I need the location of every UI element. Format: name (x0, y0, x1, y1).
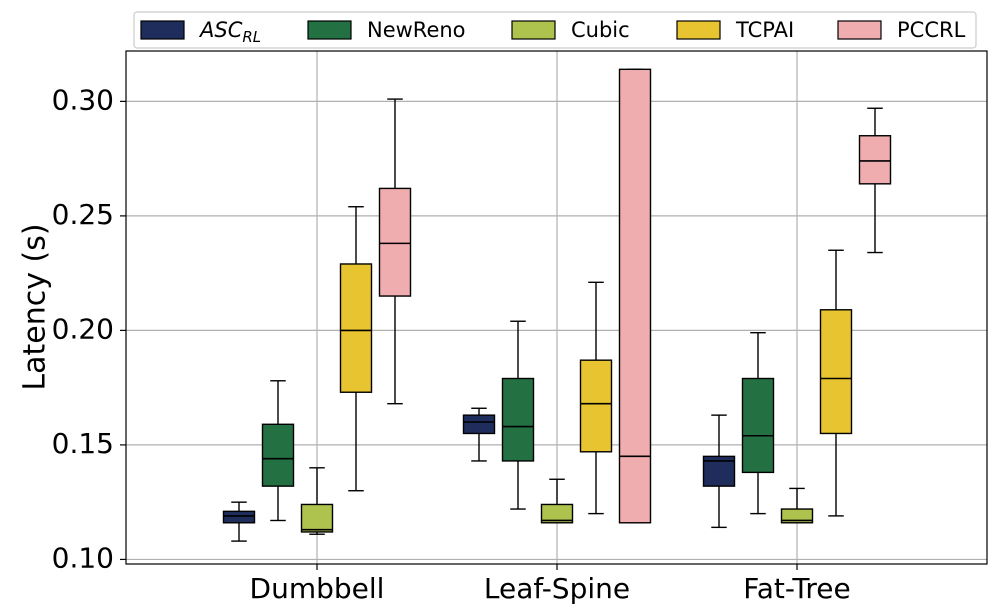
legend-swatch (140, 20, 185, 40)
legend-swatch (307, 20, 352, 40)
axis-layer: 0.10 0.15 0.20 0.25 0.30 Dumbbell Leaf-Spine Fa… (52, 83, 851, 605)
box-iqr (579, 359, 613, 453)
y-tick-label: 0.15 (52, 427, 114, 460)
box-cubic-dumbbell (300, 467, 334, 535)
y-tick-label: 0.25 (52, 198, 114, 231)
box-iqr (462, 414, 496, 435)
box-iqr (741, 377, 775, 474)
legend-label: ASCRL (198, 18, 261, 46)
x-tick-label: Dumbbell (250, 572, 385, 605)
box-newreno-dumbbell (261, 380, 295, 522)
box-cubic-fat-tree (780, 487, 814, 524)
box-iqr (780, 508, 814, 524)
box-pccrl-leaf-spine (618, 68, 652, 524)
legend-label: PCCRL (897, 18, 966, 42)
legend-swatch (837, 20, 882, 40)
legend-label: TCPAI (735, 18, 794, 42)
box-asc-dumbbell (222, 501, 256, 542)
legend-label: Cubic (571, 18, 630, 42)
box-newreno-fat-tree (741, 331, 775, 515)
y-tick-label: 0.10 (52, 541, 114, 574)
box-tcpai-leaf-spine (579, 281, 613, 515)
y-tick-label: 0.20 (52, 312, 114, 345)
box-layer (222, 68, 892, 542)
box-cubic-leaf-spine (540, 478, 574, 524)
legend-swatch (676, 20, 721, 40)
box-iqr (222, 510, 256, 524)
box-tcpai-fat-tree (819, 249, 853, 517)
box-iqr (339, 263, 373, 393)
box-asc-leaf-spine (462, 407, 496, 462)
box-iqr (540, 503, 574, 524)
box-asc-fat-tree (702, 414, 736, 529)
box-pccrl-fat-tree (858, 107, 892, 254)
box-iqr (858, 135, 892, 185)
x-tick-label: Leaf-Spine (484, 572, 630, 605)
box-iqr (378, 187, 412, 297)
box-iqr (261, 423, 295, 487)
box-pccrl-dumbbell (378, 98, 412, 405)
legend-label: NewReno (367, 18, 466, 42)
x-tick-label: Fat-Tree (743, 572, 851, 605)
legend: ASCRL NewReno Cubic TCPAI PCCRL (133, 11, 977, 49)
y-axis-label: Latency (s) (18, 223, 53, 390)
legend-swatch (511, 20, 556, 40)
box-tcpai-dumbbell (339, 206, 373, 492)
box-newreno-leaf-spine (501, 320, 535, 510)
box-iqr (618, 68, 652, 524)
y-tick-label: 0.30 (52, 83, 114, 116)
box-iqr (819, 309, 853, 435)
box-iqr (300, 503, 334, 533)
box-iqr (501, 377, 535, 462)
